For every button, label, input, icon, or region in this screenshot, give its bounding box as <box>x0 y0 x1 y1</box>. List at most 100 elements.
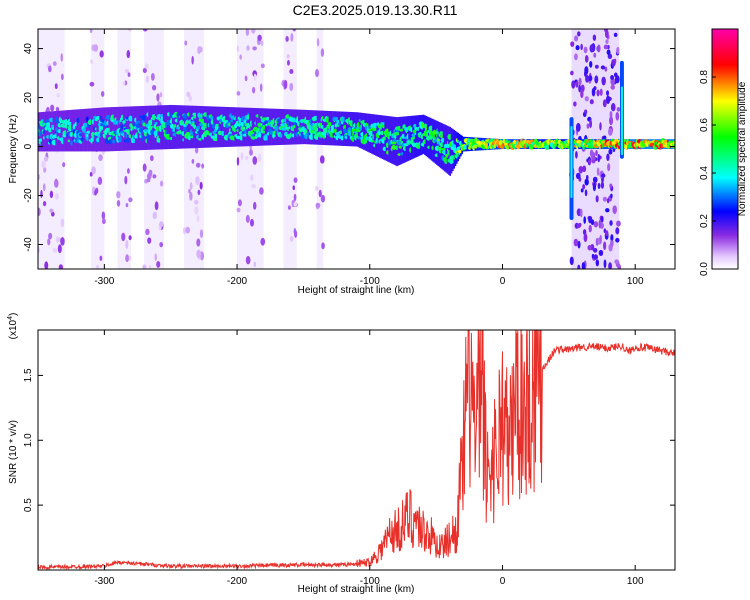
band-halo <box>238 107 241 147</box>
spectral-blob <box>283 79 288 89</box>
band-blob <box>334 117 339 122</box>
spectral-blob <box>100 90 105 97</box>
spectral-blob <box>144 63 149 70</box>
spectral-blob <box>593 254 599 260</box>
spectral-blob <box>236 91 241 96</box>
spectral-blob <box>610 84 615 90</box>
spectral-blob <box>597 182 601 190</box>
spectral-blob <box>610 234 614 242</box>
band-halo <box>145 105 148 150</box>
band-halo <box>266 108 268 146</box>
spectral-blob <box>128 29 132 32</box>
spectral-blob <box>577 31 581 37</box>
band-halo <box>189 105 191 149</box>
spectral-blob <box>319 155 325 164</box>
band-halo <box>389 116 392 163</box>
spectral-blob <box>615 111 620 121</box>
spectral-blob <box>244 155 249 160</box>
spectral-blob <box>592 34 597 41</box>
colorbar-tick-label: 0.8 <box>699 70 710 84</box>
band-halo <box>361 112 364 150</box>
spectral-blob <box>49 208 54 213</box>
x-tick-label: 100 <box>627 276 644 287</box>
band-blob <box>156 137 162 143</box>
spectral-blob <box>589 149 594 157</box>
spectral-blob <box>49 190 54 199</box>
band-halo <box>166 105 169 150</box>
spectral-blob <box>142 67 147 74</box>
spectral-blob <box>574 35 579 42</box>
spectral-blob <box>599 234 602 244</box>
x-tick-label: -100 <box>360 276 380 287</box>
band-halo <box>89 108 92 152</box>
band-halo <box>199 105 202 148</box>
band-halo <box>52 111 55 152</box>
band-halo <box>190 105 193 149</box>
spectral-blob <box>145 75 149 83</box>
band-halo <box>210 106 213 148</box>
spectral-blob <box>121 232 126 242</box>
broadband-strip <box>316 29 324 269</box>
spectral-blob <box>260 40 264 47</box>
spectral-blob <box>99 50 104 58</box>
spectral-blob <box>125 202 129 208</box>
spectral-blob <box>260 237 266 246</box>
spectral-blob <box>578 166 584 174</box>
band-blob <box>411 133 416 137</box>
spectral-blob <box>592 176 598 183</box>
spectral-blob <box>575 122 581 132</box>
spectral-blob <box>575 45 580 51</box>
spectral-blob <box>252 156 258 165</box>
spectral-blob <box>315 202 321 208</box>
band-halo <box>445 125 448 173</box>
band-halo <box>264 108 267 146</box>
spectral-blob <box>146 178 151 183</box>
band-blob <box>137 120 141 124</box>
spectral-blob <box>602 135 607 140</box>
band-halo <box>372 114 375 155</box>
band-halo <box>168 105 170 150</box>
band-halo <box>556 139 559 149</box>
band-halo <box>219 106 222 148</box>
band-blob <box>417 144 421 149</box>
spectral-blob <box>260 63 265 69</box>
band-halo <box>142 105 145 151</box>
band-halo <box>113 107 116 152</box>
spectral-blob <box>610 102 616 112</box>
spectral-blob <box>589 99 594 105</box>
y-tick-label: 40 <box>23 43 34 55</box>
spectral-blob <box>55 106 60 112</box>
spectral-blob <box>156 93 160 102</box>
band-halo <box>323 110 325 146</box>
y-tick-label: -20 <box>23 188 34 203</box>
spectral-blob <box>145 228 150 236</box>
band-halo <box>128 106 130 151</box>
spectral-blob <box>602 99 607 108</box>
spectral-blob <box>239 54 242 60</box>
spectral-blob <box>148 169 153 177</box>
spectral-blob <box>128 235 132 241</box>
broadband-strip <box>183 29 204 269</box>
spectral-blob <box>185 226 191 234</box>
band-halo <box>402 116 405 164</box>
spectral-blob <box>600 65 606 70</box>
snr-y-ticks: 0.5 1.0 1.5 <box>23 368 675 512</box>
band-blob <box>90 137 95 142</box>
spectral-blob <box>159 92 163 98</box>
spectral-blob <box>316 38 320 47</box>
band-halo <box>110 107 113 152</box>
band-halo <box>304 109 307 145</box>
spectral-blob <box>601 173 606 178</box>
spectral-blob <box>101 218 106 225</box>
spectral-blob <box>44 261 49 269</box>
spectral-blob <box>616 107 621 112</box>
band-halo <box>450 127 453 174</box>
spectral-blob <box>50 104 55 112</box>
band-halo <box>191 105 194 149</box>
band-halo <box>129 106 132 151</box>
band-blob <box>382 136 387 141</box>
spectral-blob <box>320 194 326 203</box>
spectral-blob <box>56 92 60 98</box>
spectral-blob <box>257 34 262 41</box>
band-halo <box>47 111 49 152</box>
